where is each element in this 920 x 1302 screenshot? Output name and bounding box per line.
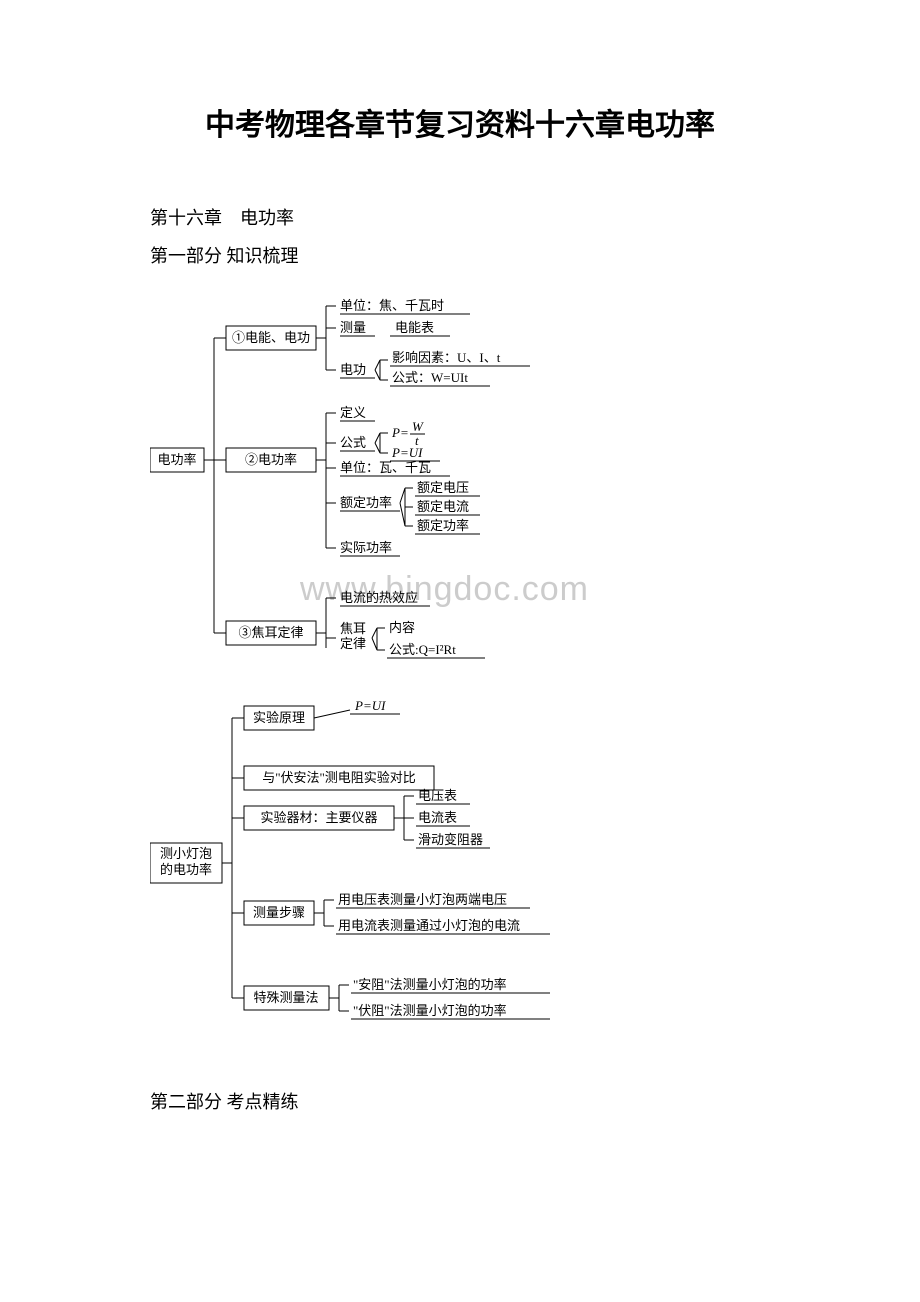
d2b3-s1: 电压表 (418, 788, 457, 803)
b2-c1: 定义 (340, 405, 366, 420)
b2-c5: 实际功率 (340, 540, 392, 555)
d2b5-s2: "伏阻"法测量小灯泡的功率 (353, 1003, 507, 1018)
part1-heading: 第一部分 知识梳理 (150, 242, 770, 268)
page-title: 中考物理各章节复习资料十六章电功率 (150, 100, 770, 144)
root-bracket-1 (204, 338, 226, 633)
b3-c2-l2: 定律 (340, 636, 366, 651)
d2b4-bracket (314, 900, 334, 926)
b2-c2-s2: P=UI (391, 445, 423, 460)
b1-c1: 单位：焦、千瓦时 (340, 298, 444, 313)
d2b5-s1: "安阻"法测量小灯泡的功率 (353, 977, 507, 992)
d2b5-label: 特殊测量法 (253, 990, 318, 1005)
b2-c2-s1-w: W (412, 419, 424, 434)
chapter-heading: 第十六章 电功率 (150, 204, 770, 230)
d2b1-label: 实验原理 (253, 710, 305, 725)
d2b3-label: 实验器材：主要仪器 (260, 810, 377, 825)
b2-c4-bracket (400, 488, 413, 526)
root2-l2: 的电功率 (160, 862, 212, 877)
b1-c3-s1: 影响因素：U、I、t (392, 350, 501, 365)
d2b3-s2: 电流表 (418, 810, 457, 825)
d2b4-s1: 用电压表测量小灯泡两端电压 (338, 892, 507, 907)
d2b1-line (314, 710, 350, 718)
branch1-label: ①电能、电功 (232, 330, 310, 345)
branch1-bracket (316, 306, 336, 370)
b2-c4-s2: 额定电流 (417, 499, 469, 514)
part2-heading: 第二部分 考点精练 (150, 1088, 770, 1114)
branch2-label: ②电功率 (245, 452, 297, 467)
b3-c2-bracket (372, 628, 385, 650)
branch2-bracket (316, 413, 336, 548)
b2-c4-s3: 额定功率 (417, 518, 469, 533)
d2b3-s3: 滑动变阻器 (418, 832, 483, 847)
b2-c2: 公式 (340, 435, 366, 450)
root-label-1: 电功率 (157, 452, 196, 467)
d2b4-s2: 用电流表测量通过小灯泡的电流 (338, 918, 520, 933)
d2b1-s1: P=UI (354, 698, 386, 713)
branch3-label: ③焦耳定律 (238, 625, 303, 640)
b1-c3-s2: 公式：W=UIt (392, 370, 468, 385)
b2-c2-bracket (375, 433, 388, 453)
b3-c2-l1: 焦耳 (340, 621, 366, 636)
diagram-svg: 电功率 ①电能、电功 单位：焦、千瓦时 测量 电能表 电功 影响因素：U、I、t… (150, 298, 770, 1058)
b2-c4: 额定功率 (340, 495, 392, 510)
b2-c2-s1: P= (391, 425, 409, 440)
b3-c2-s2: 公式:Q=I²Rt (389, 642, 456, 657)
b1-c3: 电功 (340, 362, 366, 377)
d2b3-bracket (394, 796, 414, 840)
b3-c1: 电流的热效应 (340, 590, 418, 605)
b1-c3-bracket (375, 360, 388, 380)
b2-c4-s1: 额定电压 (417, 480, 469, 495)
b2-c3: 单位：瓦、千瓦 (340, 460, 431, 475)
b3-c2-s1: 内容 (389, 620, 415, 635)
branch3-bracket (316, 598, 336, 648)
d2b4-label: 测量步骤 (253, 905, 305, 920)
d2b2-label: 与"伏安法"测电阻实验对比 (262, 770, 416, 785)
root-bracket-2 (222, 718, 244, 998)
b1-c2: 测量 (340, 320, 366, 335)
root2-l1: 测小灯泡 (160, 846, 212, 861)
b1-c2-s1: 电能表 (395, 320, 434, 335)
d2b5-bracket (329, 985, 349, 1011)
concept-diagram: www.bingdoc.com 电功率 ①电能、电功 单位：焦、千瓦时 测量 电… (150, 298, 770, 1058)
